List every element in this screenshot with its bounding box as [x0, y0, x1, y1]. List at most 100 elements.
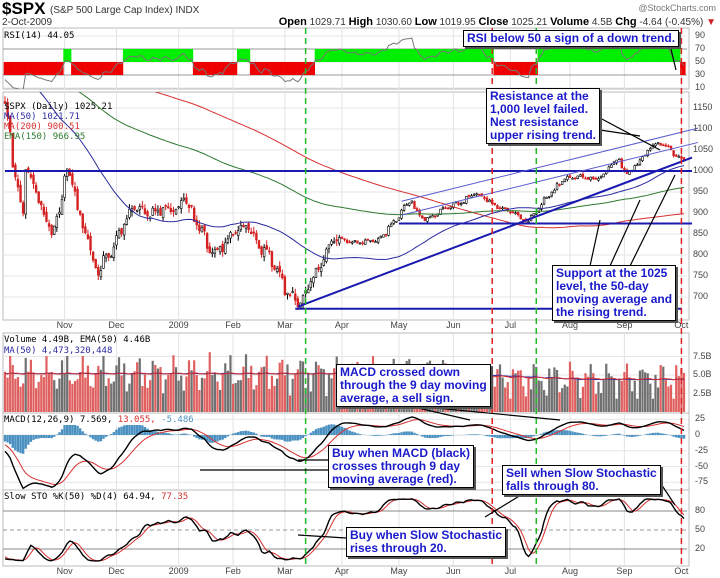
macd-histogram-bar	[198, 435, 201, 440]
rsi-band	[371, 49, 375, 62]
candle-body	[421, 215, 424, 219]
volume-bar	[231, 383, 235, 412]
candle-body	[239, 225, 243, 230]
candle-body	[314, 268, 318, 278]
volume-bar	[182, 390, 185, 412]
brand-logo: @StockCharts.com	[638, 3, 716, 13]
volume-bar	[511, 369, 515, 412]
rsi-band	[130, 49, 134, 62]
candle-body	[459, 203, 463, 205]
rsi-band	[179, 49, 183, 62]
macd-histogram-bar	[444, 435, 447, 437]
volume-bar	[208, 352, 211, 412]
candle-body	[244, 225, 248, 229]
candle-body	[120, 228, 123, 235]
candle-body	[47, 223, 51, 227]
candle-body	[410, 200, 414, 203]
candle-body	[519, 214, 522, 220]
volume-bar	[22, 383, 25, 412]
rsi-band	[454, 49, 458, 62]
rsi-band	[218, 62, 222, 75]
annotation-rsi: RSI below 50 a sign of a down trend.	[463, 30, 680, 47]
volume-tick-label: 7.5B	[693, 350, 712, 361]
candle-body	[115, 235, 118, 246]
annotation-line: MACD crossed down	[340, 365, 461, 379]
trendline-rising-trend	[297, 156, 693, 308]
macd-histogram-bar	[260, 435, 263, 437]
candle-body	[677, 156, 681, 158]
volume-bar	[193, 360, 196, 412]
candle-body	[527, 221, 530, 223]
rsi-band	[86, 62, 90, 75]
chg-label: Chg	[615, 16, 637, 28]
rsi-band	[125, 49, 129, 62]
volume-bar	[309, 391, 312, 412]
month-label: Oct	[674, 566, 689, 576]
volume-bar	[9, 355, 12, 412]
macd-histogram-bar	[47, 435, 51, 439]
candle-body	[156, 209, 160, 213]
volume-bar	[581, 386, 585, 412]
rsi-band	[255, 62, 258, 75]
rsi-band	[446, 49, 450, 62]
volume-bar	[149, 380, 152, 412]
macd-histogram-bar	[99, 435, 103, 442]
macd-histogram-bar	[16, 435, 20, 452]
rsi-band	[148, 49, 152, 62]
volume-bar	[247, 378, 250, 412]
macd-histogram-bar	[231, 433, 235, 435]
macd-histogram-bar	[431, 435, 434, 439]
macd-histogram-bar	[71, 421, 74, 435]
macd-histogram-bar	[592, 435, 595, 436]
rsi-band	[205, 62, 209, 75]
candle-body	[532, 213, 535, 217]
rsi-band	[503, 62, 507, 75]
rsi-band	[475, 49, 479, 62]
volume-bar	[644, 372, 647, 412]
candle-body	[514, 212, 517, 215]
volume-bar	[120, 375, 123, 412]
candle-body	[576, 175, 579, 179]
volume-bar	[73, 381, 77, 412]
rsi-band	[32, 62, 36, 75]
month-label: Apr	[334, 566, 349, 576]
candle-body	[112, 246, 116, 258]
rsi-panel-content	[3, 28, 687, 89]
rsi-band	[107, 62, 111, 75]
volume-bar	[260, 367, 263, 412]
month-label: Feb	[225, 566, 241, 576]
macd-histogram-bar	[397, 432, 401, 435]
macd-histogram-bar	[343, 427, 346, 435]
candle-body	[167, 206, 170, 209]
volume-bar	[180, 375, 183, 412]
volume-bar	[628, 377, 631, 412]
macd-histogram-bar	[548, 431, 551, 435]
rsi-band	[6, 62, 10, 75]
rsi-band	[203, 62, 207, 75]
candle-body	[327, 244, 331, 249]
rsi-band	[628, 49, 632, 62]
macd-histogram-bar	[275, 435, 279, 440]
candle-body	[511, 211, 515, 214]
candle-body	[636, 164, 639, 167]
high-value: 1030.60	[375, 17, 412, 28]
annotation-line: Buy when Slow Stochastic	[350, 528, 503, 542]
rsi-band	[604, 49, 608, 62]
volume-bar	[252, 389, 255, 412]
rsi-band	[511, 62, 515, 75]
candle-body	[89, 235, 92, 251]
rsi-band	[24, 62, 28, 75]
macd-histogram-bar	[50, 435, 53, 439]
volume-bar	[667, 386, 670, 412]
macd-histogram-bar	[638, 435, 642, 436]
candle-body	[226, 238, 230, 243]
candle-body	[187, 204, 191, 208]
volume-bar	[576, 377, 579, 412]
candle-body	[449, 206, 452, 209]
candle-body	[641, 156, 644, 161]
macd-histogram-bar	[441, 435, 445, 437]
volume-bar	[579, 397, 582, 412]
rsi-band	[472, 49, 476, 62]
rsi-band	[444, 49, 448, 62]
candle-body	[615, 159, 618, 164]
